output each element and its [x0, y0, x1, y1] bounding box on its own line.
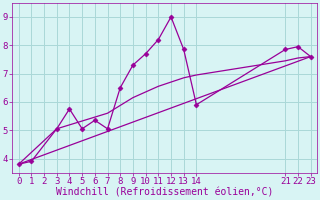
X-axis label: Windchill (Refroidissement éolien,°C): Windchill (Refroidissement éolien,°C): [56, 187, 273, 197]
